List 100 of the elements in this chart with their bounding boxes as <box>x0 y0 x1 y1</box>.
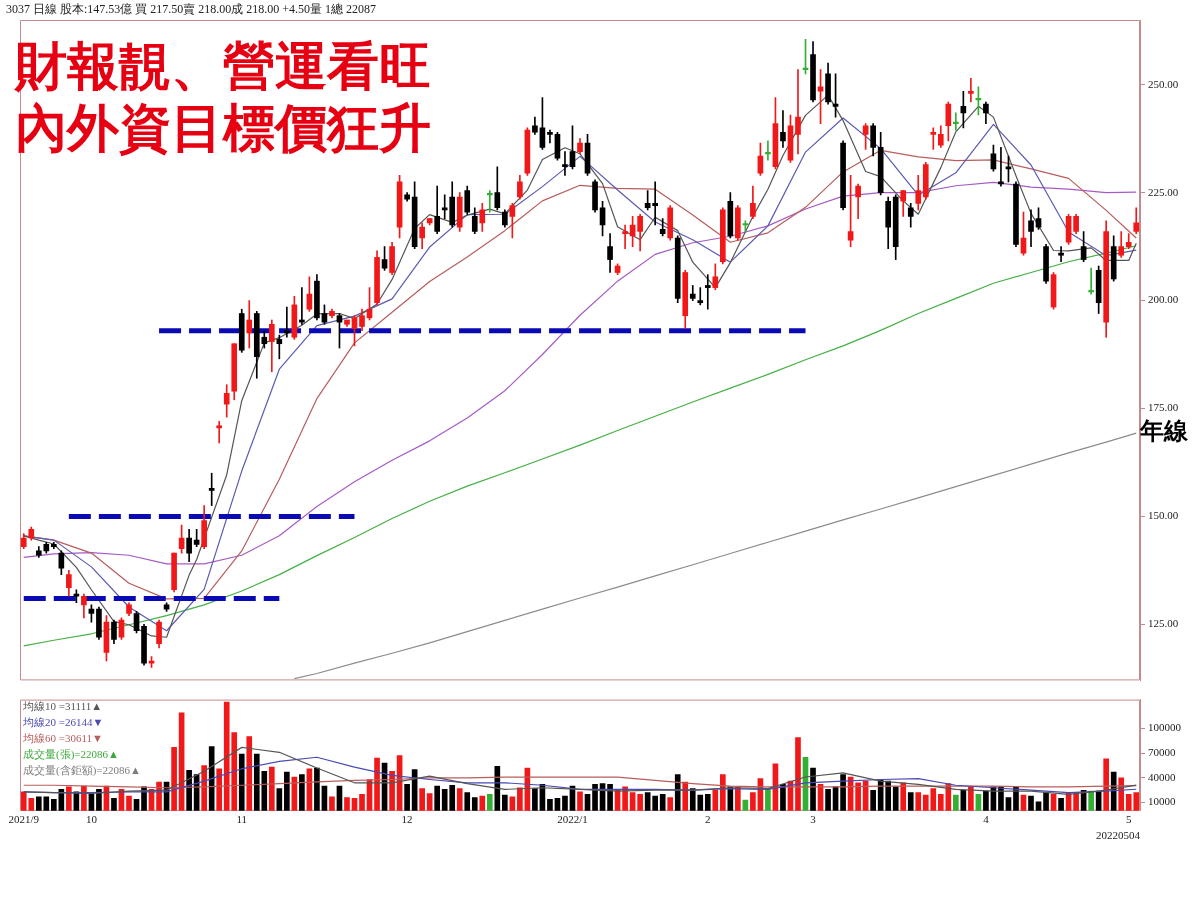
bar <box>216 768 223 811</box>
x-tick-label: 2 <box>705 813 711 826</box>
annotation: 成交量(含鉅額)=22086▲ <box>23 763 141 777</box>
chart-title: 財報靚、營運看旺 <box>13 35 431 96</box>
bar <box>750 792 756 811</box>
x-tick-label: 2022/1 <box>557 813 588 826</box>
x-tick-label: 4 <box>983 813 990 826</box>
candlestick <box>1088 267 1094 295</box>
text: 20220504 <box>1096 829 1141 842</box>
candlestick <box>216 421 223 444</box>
bar <box>404 784 410 811</box>
y-tick-label: 250.00 <box>1148 77 1179 90</box>
candlestick <box>780 110 786 148</box>
bar <box>171 747 177 811</box>
bar <box>186 770 192 811</box>
bar <box>652 795 658 811</box>
candlestick <box>953 112 959 131</box>
text: 均線60 =30611▼ <box>22 731 103 744</box>
candlestick <box>697 287 704 306</box>
bar <box>486 794 493 811</box>
x-tick-label: 2021/9 <box>8 813 40 826</box>
bar <box>1058 798 1064 811</box>
bar <box>1028 795 1034 811</box>
bar <box>389 770 395 811</box>
bar <box>344 797 350 811</box>
candlestick <box>795 69 801 155</box>
candlestick <box>486 190 493 213</box>
bar <box>735 786 741 811</box>
bar <box>494 765 501 811</box>
bar <box>268 766 275 811</box>
bar <box>471 797 478 811</box>
bar <box>953 794 959 811</box>
bar <box>704 794 711 811</box>
bar <box>892 786 899 811</box>
bar <box>314 767 320 811</box>
y-tick-label: 200.00 <box>1148 293 1179 306</box>
text: 內外資目標價狂升 <box>15 97 431 158</box>
bar <box>246 736 253 811</box>
bar <box>208 746 215 811</box>
bar <box>66 786 72 811</box>
bar <box>607 784 613 811</box>
bar <box>825 789 831 811</box>
x-tick-label: 3 <box>810 813 817 826</box>
bar <box>374 757 380 811</box>
bar <box>712 789 719 811</box>
bar <box>96 789 102 811</box>
bar <box>915 792 922 811</box>
bar <box>907 792 914 811</box>
bar <box>284 771 290 811</box>
text: 均線20 =26144▼ <box>22 715 104 728</box>
bar <box>547 798 553 811</box>
text: 均線10 =31111▲ <box>22 699 103 712</box>
bar <box>592 784 598 811</box>
bar <box>765 788 771 811</box>
y-tick-label: 150.00 <box>1148 509 1179 522</box>
bar <box>329 796 335 811</box>
bar <box>667 797 674 811</box>
candlestick <box>765 140 771 161</box>
bar <box>637 794 643 811</box>
y-tick-label: 70000 <box>1148 746 1176 759</box>
bar <box>126 795 132 811</box>
bar <box>1043 792 1049 811</box>
bar <box>299 774 305 811</box>
y-tick-label: 100000 <box>1148 721 1182 734</box>
x-tick-label: 11 <box>236 813 248 826</box>
y-tick-label: 40000 <box>1148 770 1176 783</box>
x-tick-label: 12 <box>401 813 413 826</box>
bar <box>359 794 365 811</box>
candlestick <box>1058 246 1064 263</box>
bar <box>855 782 861 811</box>
candlestick <box>562 151 568 176</box>
bar <box>479 795 486 811</box>
bar <box>870 789 876 811</box>
y-tick-label: 225.00 <box>1148 185 1179 198</box>
candlestick <box>652 181 658 226</box>
text: 3037 日線 股本:147.53億 買 217.50賣 218.00成 218.00 +4.50量 1總 22087 <box>6 2 377 17</box>
bar <box>983 790 989 811</box>
candlestick <box>968 77 974 103</box>
y-tick-label: 175.00 <box>1148 401 1179 414</box>
bar <box>562 795 568 811</box>
bar <box>719 774 726 811</box>
annotation: 成交量(張)=22086▲ <box>23 747 119 761</box>
bar <box>419 788 425 811</box>
candlestick <box>208 472 215 506</box>
series-label: 年線 <box>1139 417 1190 446</box>
candlestick <box>622 224 628 250</box>
y-tick-label: 125.00 <box>1148 617 1179 630</box>
bar <box>434 785 441 811</box>
bar <box>517 787 523 811</box>
candlestick <box>930 127 937 150</box>
candlestick <box>704 274 711 310</box>
candlestick <box>276 334 283 360</box>
bar <box>840 774 846 811</box>
bar <box>1088 790 1094 811</box>
bar <box>795 737 801 811</box>
y-tick-label: 10000 <box>1148 795 1176 808</box>
bar <box>276 788 283 811</box>
bar <box>464 792 471 811</box>
bar <box>456 788 463 811</box>
bar <box>659 794 666 811</box>
